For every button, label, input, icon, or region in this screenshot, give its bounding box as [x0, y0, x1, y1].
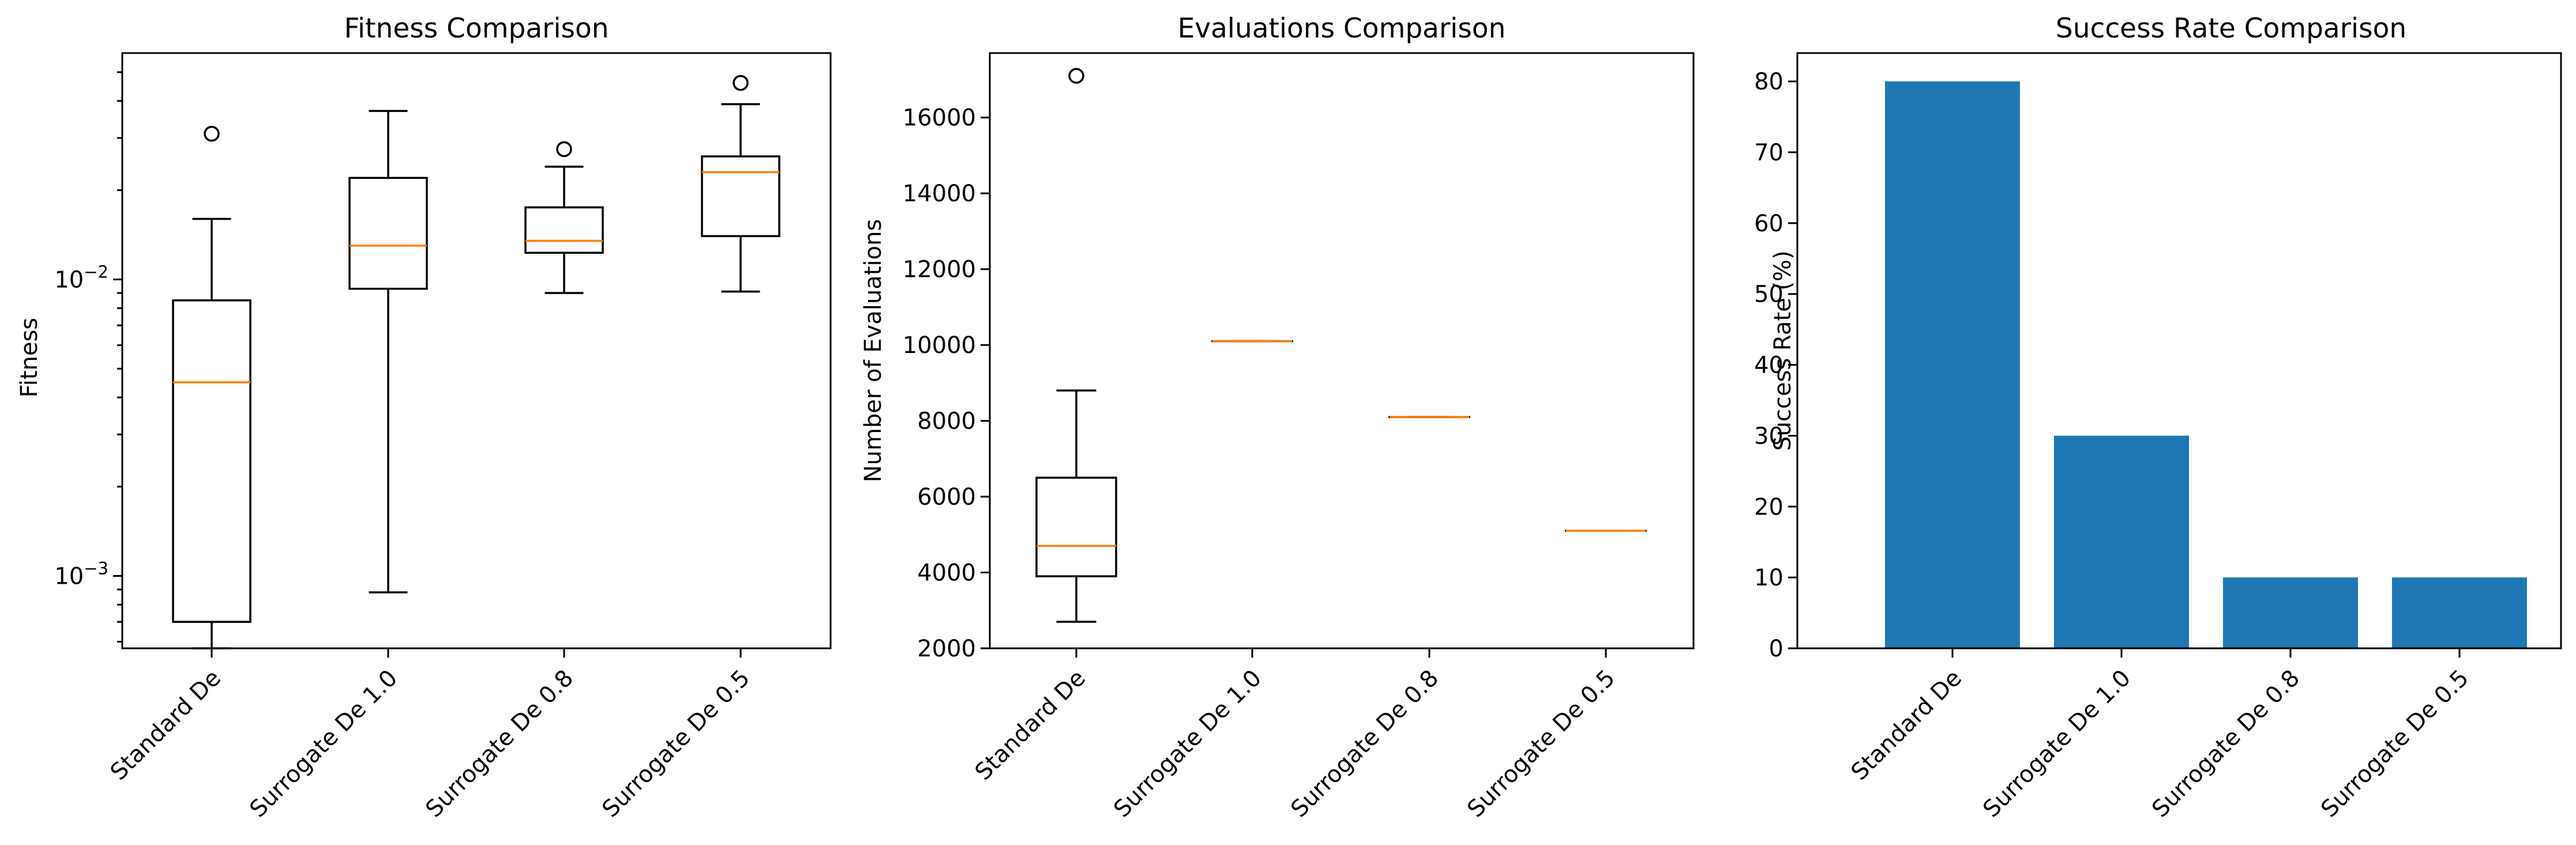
- outlier-point: [204, 126, 220, 142]
- evaluations-chart-title: Evaluations Comparison: [1178, 13, 1506, 44]
- x-tick-label: Surrogate De 0.8: [1286, 665, 1444, 823]
- bar: [2054, 435, 2189, 648]
- success-rate-plot-frame: [1796, 52, 2562, 649]
- y-tick-label: 14000: [903, 181, 976, 207]
- y-tick-label: 10−2: [54, 262, 108, 293]
- outlier-point: [733, 75, 749, 91]
- x-tick-label: Surrogate De 0.8: [2147, 665, 2305, 823]
- y-tick-label: 40: [1754, 352, 1783, 379]
- y-tick-label: 6000: [917, 484, 976, 510]
- box-body: [1035, 476, 1117, 577]
- x-tick-label: Standard De: [970, 665, 1091, 786]
- bar: [2223, 577, 2358, 648]
- x-tick-label: Surrogate De 1.0: [1109, 665, 1267, 823]
- evaluations-panel: Evaluations Comparison Number of Evaluat…: [860, 13, 1695, 823]
- outlier-point: [556, 141, 572, 157]
- fitness-chart-title: Fitness Comparison: [344, 13, 609, 44]
- bar: [2392, 577, 2527, 648]
- fitness-panel: Fitness Comparison Fitness 10−310−2Stand…: [16, 13, 832, 823]
- y-tick-base: 10: [54, 266, 84, 293]
- box-body: [701, 155, 780, 238]
- y-tick-label: 10: [1754, 565, 1783, 591]
- x-tick-label: Surrogate De 1.0: [245, 665, 403, 823]
- outlier-point: [1068, 67, 1084, 84]
- y-tick-label: 10000: [903, 332, 976, 359]
- x-tick-label: Surrogate De 0.8: [420, 665, 579, 823]
- evaluations-plot-frame: [989, 52, 1695, 649]
- x-tick-label: Standard De: [106, 665, 226, 786]
- x-tick-label: Surrogate De 1.0: [1978, 665, 2136, 823]
- y-tick-label: 60: [1754, 211, 1783, 237]
- y-tick-base: 10: [54, 564, 84, 590]
- y-tick-exponent: −2: [84, 262, 108, 281]
- bar: [1885, 81, 2020, 649]
- x-tick-label: Surrogate De 0.5: [2316, 665, 2474, 823]
- y-tick-exponent: −3: [84, 559, 108, 579]
- y-tick-label: 30: [1754, 423, 1783, 449]
- y-tick-label: 2000: [917, 636, 976, 662]
- success-rate-y-axis-label: Success Rate (%): [1770, 250, 1796, 450]
- evaluations-y-axis-label: Number of Evaluations: [860, 219, 887, 483]
- x-tick-label: Surrogate De 0.5: [597, 665, 755, 823]
- x-tick-label: Standard De: [1846, 665, 1967, 786]
- y-tick-label: 70: [1754, 140, 1783, 166]
- y-tick-label: 50: [1754, 281, 1783, 308]
- y-tick-label: 10−3: [54, 559, 108, 590]
- box-body: [172, 299, 251, 623]
- fitness-plot-frame: [121, 52, 832, 649]
- y-tick-label: 16000: [903, 105, 976, 132]
- y-tick-label: 12000: [903, 257, 976, 283]
- box-body: [348, 176, 428, 290]
- success-rate-chart-title: Success Rate Comparison: [2056, 13, 2406, 44]
- y-tick-label: 8000: [917, 408, 976, 435]
- evaluations-marks: 2000 4000 6000 8000 10000 12000 14000 16000 Stan…: [903, 67, 1647, 823]
- y-tick-label: 4000: [917, 560, 976, 587]
- box-body: [524, 206, 604, 254]
- success-rate-panel: Success Rate Comparison Success Rate (%)…: [1754, 13, 2562, 823]
- y-tick-label: 20: [1754, 494, 1783, 520]
- y-tick-label: 80: [1754, 69, 1783, 95]
- y-tick-label: 0: [1769, 636, 1783, 662]
- fitness-y-axis-label: Fitness: [16, 318, 43, 398]
- x-tick-label: Surrogate De 0.5: [1462, 665, 1620, 823]
